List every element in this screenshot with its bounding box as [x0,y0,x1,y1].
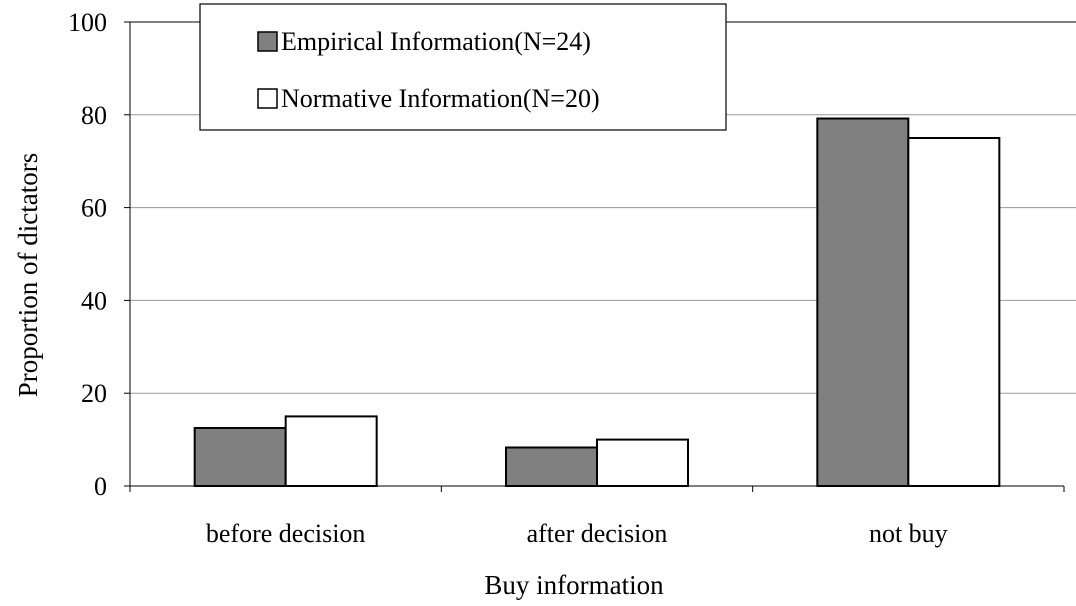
y-tick-label: 80 [81,101,107,130]
bar-normative [284,415,378,487]
legend-label-normative: Normative Information(N=20) [281,84,600,113]
bar-empirical [505,446,598,488]
x-tick-label: after decision [527,519,668,548]
legend: Empirical Information(N=24) Normative In… [199,3,727,131]
y-tick-label: 40 [81,286,107,315]
y-tick-label: 20 [81,379,107,408]
bars [193,117,1001,488]
x-tick-labels: before decision after decision not buy [206,519,948,548]
bar-empirical [816,117,910,488]
bar-normative [596,438,689,488]
legend-box [199,3,727,131]
legend-swatch-normative [257,88,278,109]
axes [124,21,1065,492]
bar-empirical [193,427,287,487]
y-tick-label: 0 [94,472,107,501]
y-axis-title: Proportion of dictators [13,153,43,397]
y-tick-labels: 0 20 40 60 80 100 [68,8,107,501]
bar-normative [907,137,1001,487]
x-tick-label: not buy [869,519,948,548]
x-axis-title: Buy information [484,570,664,600]
y-tick-label: 60 [81,194,107,223]
legend-swatch-empirical [257,31,278,52]
x-tick-label: before decision [206,519,366,548]
y-tick-label: 100 [68,8,107,37]
legend-label-empirical: Empirical Information(N=24) [281,27,591,56]
